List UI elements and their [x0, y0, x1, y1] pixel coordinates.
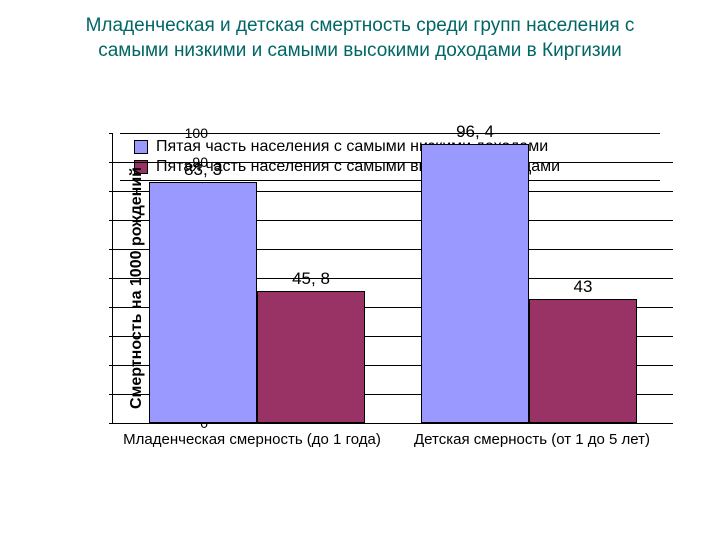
bar-label: 45, 8	[292, 269, 330, 289]
chart-title: Младенческая и детская смертность среди …	[0, 0, 720, 69]
bar-label: 43	[574, 277, 593, 297]
bar	[257, 291, 365, 424]
bar-label: 83, 3	[184, 160, 222, 180]
bar	[421, 144, 529, 424]
chart-area: Смертность на 1000 рождений 010203040506…	[60, 133, 720, 443]
bar	[149, 182, 257, 424]
bar	[529, 299, 637, 424]
x-categories: Младенческая смерность (до 1 года) Детск…	[112, 431, 672, 449]
plot-area: 83, 345, 896, 443	[112, 133, 673, 424]
bar-label: 96, 4	[456, 122, 494, 142]
x-category-0: Младенческая смерность (до 1 года)	[112, 431, 392, 449]
x-category-1: Детская смерность (от 1 до 5 лет)	[392, 431, 672, 449]
